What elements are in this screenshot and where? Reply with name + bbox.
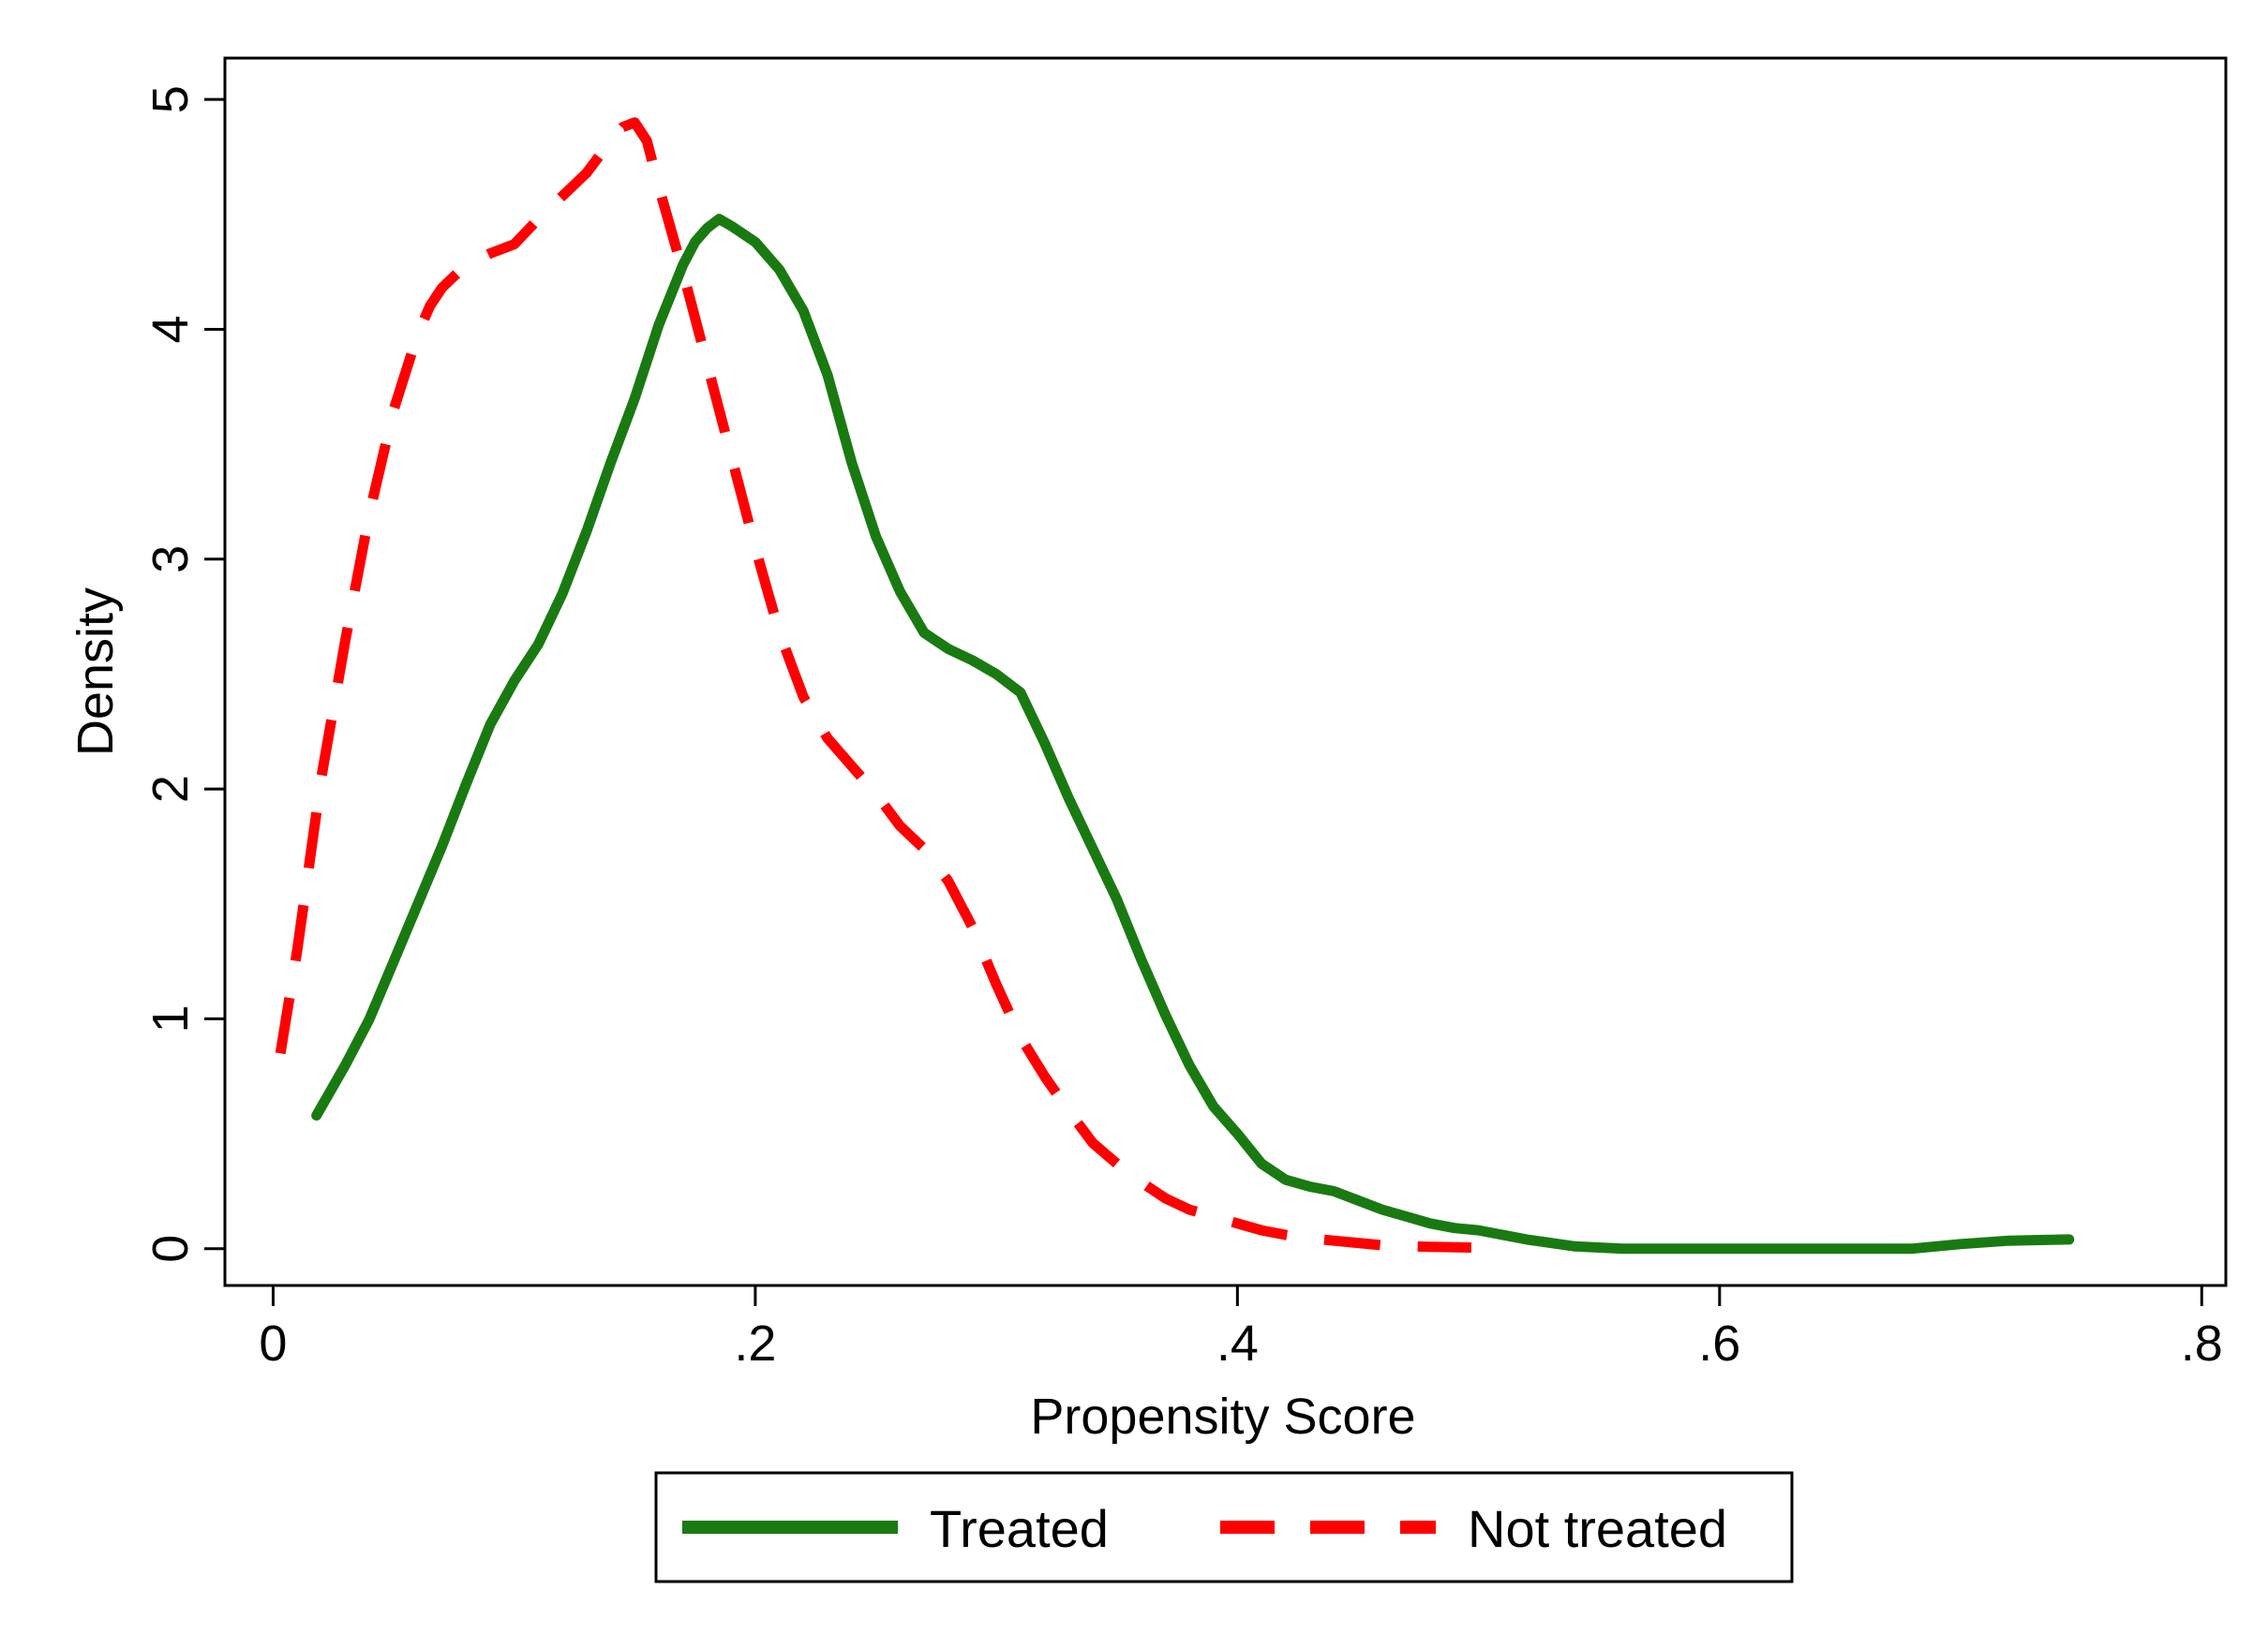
x-tick-label: .2 bbox=[734, 1315, 776, 1372]
y-axis-title: Density bbox=[67, 587, 124, 756]
series-line-not-treated bbox=[275, 117, 1471, 1253]
y-tick-label: 4 bbox=[142, 315, 199, 343]
y-tick-label: 3 bbox=[142, 545, 199, 573]
plot-frame bbox=[223, 56, 2228, 1287]
plot-area bbox=[275, 117, 2075, 1255]
legend-label-treated: Treated bbox=[930, 1499, 1109, 1558]
x-tick-label: .8 bbox=[2181, 1315, 2223, 1372]
series-layer bbox=[275, 117, 2075, 1255]
y-tick-label: 1 bbox=[142, 1004, 199, 1032]
legend-label-not-treated: Not treated bbox=[1468, 1499, 1727, 1558]
x-tick-label: .6 bbox=[1698, 1315, 1740, 1372]
y-axis: 0 1 2 3 4 5 bbox=[142, 85, 225, 1263]
x-axis-title: Propensity Score bbox=[1030, 1389, 1415, 1445]
x-tick-label: 0 bbox=[259, 1315, 287, 1372]
y-tick-label: 0 bbox=[142, 1235, 199, 1263]
x-axis: 0 .2 .4 .6 .8 bbox=[259, 1285, 2223, 1372]
x-tick-label: .4 bbox=[1216, 1315, 1259, 1372]
y-tick-label: 5 bbox=[142, 85, 199, 113]
y-tick-label: 2 bbox=[142, 775, 199, 803]
series-line-treated bbox=[311, 214, 2075, 1255]
legend: Treated Not treated bbox=[654, 1471, 1794, 1583]
